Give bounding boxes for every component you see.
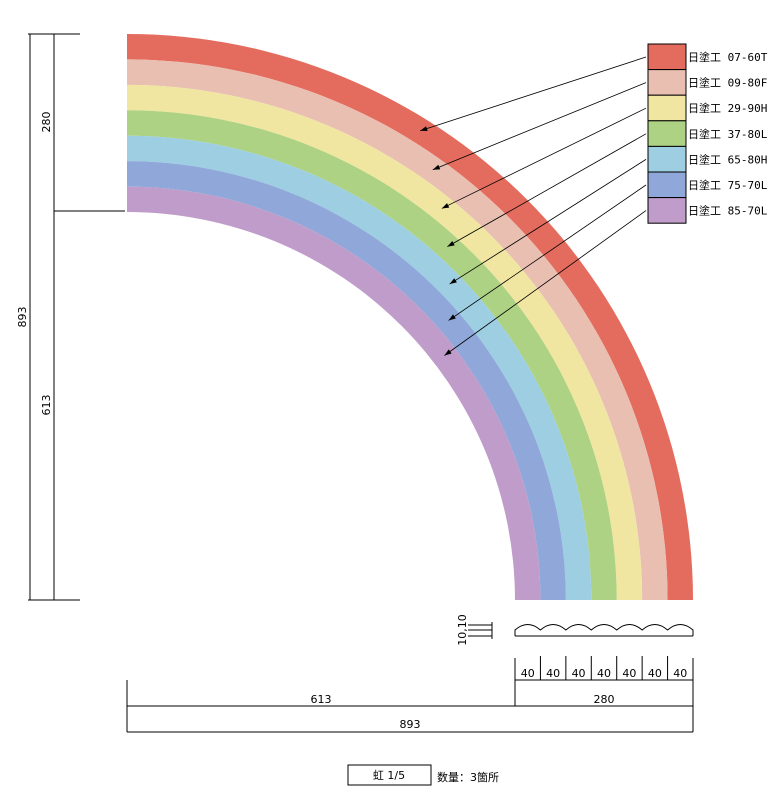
rainbow-bands bbox=[127, 34, 693, 601]
legend-label-6: 日塗工 75-70L bbox=[688, 178, 768, 192]
leader-arrow-1 bbox=[420, 126, 428, 131]
dim-section-depth: 10,10 bbox=[456, 614, 469, 646]
leader-arrow-4 bbox=[447, 241, 455, 247]
band-width-label: 40 bbox=[546, 667, 560, 680]
leader-arrow-6 bbox=[448, 314, 456, 321]
rainbow-band-6 bbox=[127, 161, 566, 600]
band-width-label: 40 bbox=[521, 667, 535, 680]
dim-left-bottom: 613 bbox=[40, 395, 53, 416]
leader-arrow-5 bbox=[449, 278, 457, 285]
band-width-label: 40 bbox=[673, 667, 687, 680]
legend-label-4: 日塗工 37-80L bbox=[688, 127, 768, 141]
left-dimensions bbox=[28, 33, 125, 601]
leader-line-7 bbox=[444, 210, 647, 356]
legend-label-1: 日塗工 07-60T bbox=[688, 50, 768, 64]
leader-arrow-2 bbox=[432, 164, 441, 170]
bottom-dimensions bbox=[126, 658, 694, 733]
legend-swatch-2 bbox=[647, 69, 687, 96]
dim-left-total: 893 bbox=[16, 307, 29, 328]
legend-swatch-1 bbox=[647, 43, 687, 71]
dim-bottom-right: 280 bbox=[594, 693, 615, 706]
band-width-label: 40 bbox=[572, 667, 586, 680]
leader-arrow-3 bbox=[441, 203, 450, 209]
band-width-label: 40 bbox=[622, 667, 636, 680]
legend-swatch-4 bbox=[647, 120, 687, 147]
legend-swatch-6 bbox=[647, 171, 687, 199]
dim-bottom-total: 893 bbox=[400, 718, 421, 731]
title-box bbox=[347, 764, 432, 786]
rainbow-band-7 bbox=[127, 186, 541, 600]
cross-section-profile bbox=[468, 622, 694, 639]
leader-line-3 bbox=[441, 107, 647, 209]
legend-label-2: 日塗工 09-80F bbox=[688, 76, 767, 90]
band-width-ticks bbox=[539, 656, 669, 680]
drawing-title: 虹 1/5 bbox=[373, 769, 405, 782]
color-legend: 日塗工 07-60T 日塗工 09-80F 日塗工 29-90H 日塗工 37-80L… bbox=[647, 43, 768, 224]
scallop-outline bbox=[514, 624, 694, 636]
legend-label-5: 日塗工 65-80H bbox=[688, 152, 767, 166]
legend-label-3: 日塗工 29-90H bbox=[688, 101, 767, 115]
leader-lines bbox=[420, 56, 647, 356]
legend-swatch-7 bbox=[647, 197, 687, 224]
quantity-note: 数量：3箇所 bbox=[437, 770, 499, 784]
leader-line-2 bbox=[432, 82, 647, 171]
legend-label-7: 日塗工 85-70L bbox=[688, 204, 768, 218]
leader-line-5 bbox=[449, 159, 647, 285]
legend-swatch-5 bbox=[647, 145, 687, 173]
dim-left-top: 280 bbox=[40, 112, 53, 133]
leader-arrow-7 bbox=[444, 349, 452, 356]
band-width-label: 40 bbox=[597, 667, 611, 680]
legend-swatch-3 bbox=[647, 94, 687, 122]
leader-line-4 bbox=[447, 133, 647, 247]
leader-line-6 bbox=[448, 184, 647, 321]
dim-bottom-left: 613 bbox=[311, 693, 332, 706]
band-width-label: 40 bbox=[648, 667, 662, 680]
leader-line-1 bbox=[420, 56, 647, 132]
band-width-labels: 40 40 40 40 40 40 40 bbox=[521, 667, 688, 680]
